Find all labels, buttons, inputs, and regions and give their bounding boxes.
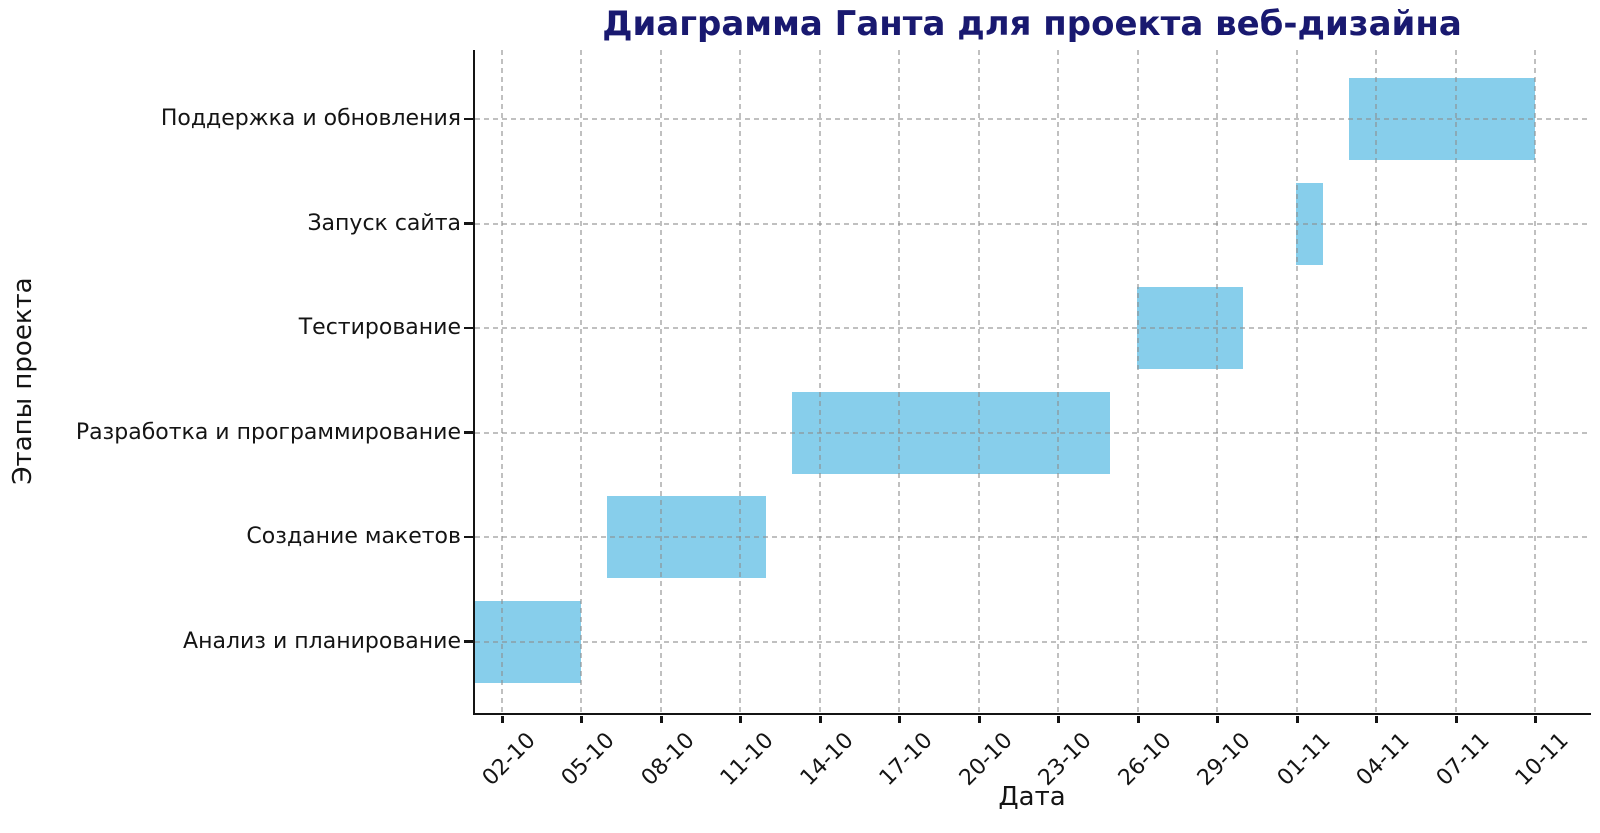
x-tick-mark bbox=[1137, 715, 1140, 723]
y-tick-mark bbox=[464, 117, 473, 121]
gridline-vertical bbox=[1137, 50, 1139, 713]
gridline-vertical bbox=[1216, 50, 1218, 713]
x-tick-mark bbox=[739, 715, 742, 723]
y-tick-mark bbox=[464, 326, 473, 330]
y-tick-label: Запуск сайта bbox=[307, 210, 461, 236]
gridline-vertical bbox=[501, 50, 503, 713]
gridline-horizontal bbox=[475, 431, 1591, 434]
gridline-vertical bbox=[660, 50, 662, 713]
gridline-vertical bbox=[1534, 50, 1536, 713]
y-tick-label: Анализ и планирование bbox=[183, 628, 461, 654]
x-tick-mark bbox=[580, 715, 583, 723]
gridline-horizontal bbox=[475, 118, 1591, 121]
y-tick-mark bbox=[464, 640, 473, 643]
y-tick-label: Поддержка и обновления bbox=[160, 106, 461, 132]
x-tick-mark bbox=[1216, 715, 1219, 723]
gridline-vertical bbox=[1296, 50, 1298, 713]
y-axis-label: Этапы проекта bbox=[8, 277, 38, 485]
gridline-vertical bbox=[1057, 50, 1059, 713]
x-axis-label: Дата bbox=[998, 782, 1066, 812]
y-tick-mark bbox=[464, 535, 473, 539]
x-tick-mark bbox=[660, 715, 663, 723]
y-tick-label: Разработка и программирование bbox=[75, 419, 461, 445]
x-tick-mark bbox=[978, 715, 981, 723]
x-tick-mark bbox=[1375, 715, 1378, 723]
x-tick-mark bbox=[1534, 715, 1537, 723]
gridline-vertical bbox=[898, 50, 900, 713]
y-tick-mark bbox=[464, 431, 473, 434]
x-tick-mark bbox=[1057, 715, 1060, 723]
gridline-horizontal bbox=[475, 640, 1591, 643]
gridline-vertical bbox=[739, 50, 741, 713]
gridline-horizontal bbox=[475, 222, 1591, 225]
gridline-vertical bbox=[1455, 50, 1457, 713]
gridline-horizontal bbox=[475, 536, 1591, 539]
x-tick-mark bbox=[1455, 715, 1458, 723]
gridline-vertical bbox=[580, 50, 582, 713]
gridline-vertical bbox=[978, 50, 980, 713]
gridline-vertical bbox=[819, 50, 821, 713]
gridline-horizontal bbox=[475, 327, 1591, 330]
y-tick-label: Создание макетов bbox=[246, 524, 461, 550]
chart-title: Диаграмма Ганта для проекта веб-дизайна bbox=[602, 4, 1462, 44]
x-tick-mark bbox=[1296, 715, 1299, 723]
x-tick-mark bbox=[898, 715, 901, 723]
x-tick-mark bbox=[819, 715, 822, 723]
y-tick-mark bbox=[464, 222, 473, 225]
y-tick-label: Тестирование bbox=[298, 315, 461, 341]
x-tick-mark bbox=[501, 715, 504, 723]
gridline-vertical bbox=[1375, 50, 1377, 713]
plot-area: 02-10 05-10 08-10 11-10 14-10 17-10 20-10 23-10… bbox=[76, 50, 1591, 791]
